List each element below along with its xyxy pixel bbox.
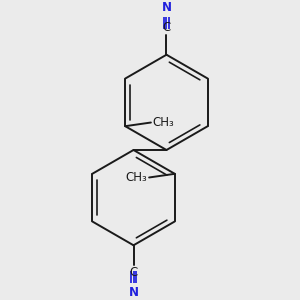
Text: N: N	[128, 286, 139, 299]
Text: CH₃: CH₃	[125, 171, 147, 184]
Text: C: C	[129, 266, 138, 279]
Text: N: N	[161, 1, 172, 14]
Text: CH₃: CH₃	[153, 116, 175, 129]
Text: C: C	[162, 21, 171, 34]
